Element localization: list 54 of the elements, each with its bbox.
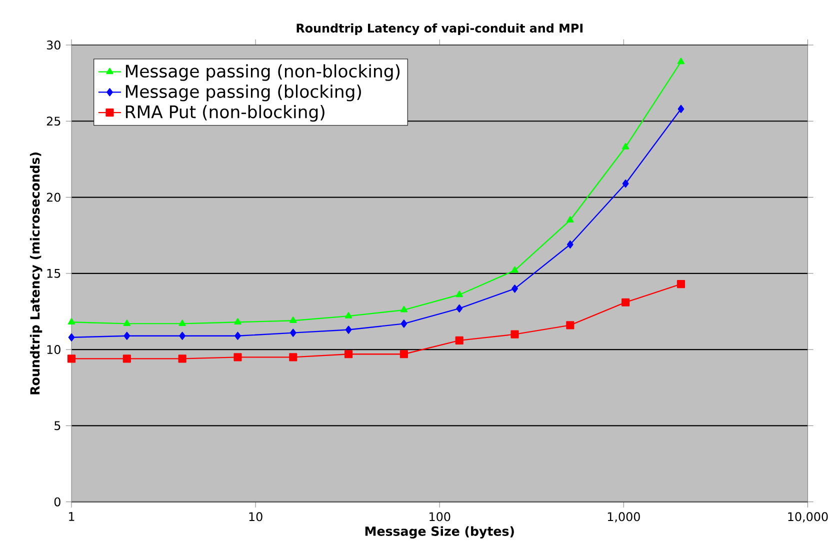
x-tick-label: 1,000 [608,512,640,522]
x-tick-label: 100 [430,512,450,521]
point [622,179,629,188]
point [566,216,574,222]
point [178,319,186,326]
y-tick-label: 0 [54,497,60,506]
point [566,320,574,330]
y-axis-title: Roundtrip Latency (microseconds) [30,152,42,394]
y-tick-label: 5 [54,421,60,430]
point [455,336,464,344]
point [345,326,352,334]
x-tick-label: 10,000 [788,512,828,522]
point [677,58,685,64]
point [456,290,463,297]
x-tick-label: 1 [69,512,74,521]
point [400,319,408,328]
point [122,354,131,363]
point [234,352,242,361]
y-tick-label: 15 [47,268,60,278]
point [289,352,298,361]
point [400,306,408,312]
point [510,330,519,338]
point [344,312,352,318]
x-tick-label: 10 [249,512,262,521]
point [179,332,186,340]
legend-label: Message passing (non-blocking) [126,64,400,81]
point [123,319,130,326]
point [622,298,630,306]
point [234,318,242,324]
point [68,318,76,324]
point [676,280,686,288]
y-tick-label: 30 [46,40,60,50]
point [290,328,296,337]
point [124,332,130,340]
point [512,284,518,292]
point [678,104,684,113]
point [400,350,408,358]
point [566,240,574,248]
point [290,316,297,323]
point [178,354,186,363]
point [456,304,463,312]
point [234,332,241,340]
legend-label: RMA Put (non-blocking) [126,104,324,122]
point [68,333,75,342]
y-tick-label: 10 [47,344,60,354]
point [622,142,630,150]
legend-label: Message passing (blocking) [126,84,361,102]
point [344,350,353,358]
point [511,266,518,272]
y-tick-label: 25 [46,116,60,126]
y-tick-label: 20 [46,192,60,202]
x-axis-title: Message Size (bytes) [365,526,514,538]
chart-title: Roundtrip Latency of vapi-conduit and MPI [296,23,582,35]
point [67,354,76,363]
